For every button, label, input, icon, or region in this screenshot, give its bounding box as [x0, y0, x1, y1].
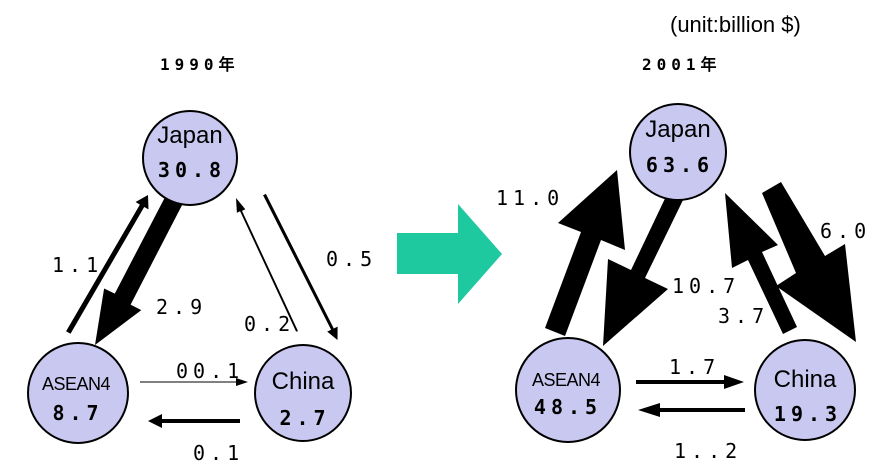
node-left-japan-value: 30.8 — [158, 158, 226, 182]
arrow-left-china-to-japan — [236, 198, 298, 332]
flow-left-china-to-asean: 0.1 — [193, 441, 244, 465]
flow-right-asean-to-china: 1.7 — [669, 355, 720, 379]
arrow-right-japan-to-china — [762, 182, 856, 342]
left-arrows — [66, 193, 338, 428]
right-arrows — [545, 170, 856, 417]
flow-left-china-to-japan: 0.2 — [244, 312, 295, 336]
arrow-left-asean-to-china — [140, 378, 248, 386]
node-left-asean-name: ASEAN4 — [42, 374, 111, 394]
flow-right-china-to-asean: 1..2 — [674, 439, 742, 463]
flow-right-japan-to-china: 6.0 — [820, 219, 871, 243]
arrow-right-japan-to-asean — [603, 188, 685, 346]
flow-left-asean-to-japan: 1.1 — [52, 253, 103, 277]
node-left-asean: ASEAN4 8.7 — [27, 342, 129, 444]
flow-left-japan-to-china: 0.5 — [326, 247, 377, 271]
node-right-china: China 19.3 — [754, 339, 856, 441]
arrow-right-asean-to-china — [636, 375, 744, 389]
node-right-asean: ASEAN4 48.5 — [515, 337, 621, 443]
flow-right-asean-to-japan: 11.0 — [496, 186, 564, 210]
node-left-china-value: 2.7 — [279, 406, 330, 430]
arrow-right-china-to-japan — [725, 193, 797, 334]
node-left-china: China 2.7 — [254, 344, 352, 442]
flow-left-japan-to-asean: 2.9 — [156, 295, 207, 319]
node-right-japan: Japan 63.6 — [629, 103, 727, 201]
node-left-asean-value: 8.7 — [52, 401, 103, 425]
node-right-japan-value: 63.6 — [646, 153, 714, 177]
flow-left-asean-to-china: 00.1 — [176, 359, 244, 383]
transition-arrow — [397, 204, 502, 304]
node-left-china-name: China — [272, 368, 335, 395]
node-right-japan-name: Japan — [645, 116, 710, 143]
unit-note: (unit:billion $) — [670, 12, 801, 37]
flow-right-china-to-japan: 3.7 — [718, 304, 769, 328]
left-year-title: 1990年 — [160, 55, 240, 74]
node-right-asean-name: ASEAN4 — [532, 370, 601, 390]
node-left-japan: Japan 30.8 — [142, 110, 238, 206]
arrow-left-japan-to-asean — [95, 197, 183, 345]
arrow-left-japan-to-china — [263, 193, 338, 340]
arrow-left-china-to-asean — [148, 414, 240, 428]
arrow-right-asean-to-japan — [545, 170, 625, 336]
right-year-title: 2001年 — [642, 55, 722, 74]
node-right-china-name: China — [774, 366, 837, 393]
arrow-right-china-to-asean — [638, 403, 745, 417]
flow-right-japan-to-asean: 10.7 — [672, 274, 740, 298]
node-right-china-value: 19.3 — [774, 402, 842, 426]
node-left-japan-name: Japan — [157, 122, 222, 149]
node-right-asean-value: 48.5 — [534, 395, 602, 419]
arrow-left-asean-to-japan — [66, 195, 149, 334]
